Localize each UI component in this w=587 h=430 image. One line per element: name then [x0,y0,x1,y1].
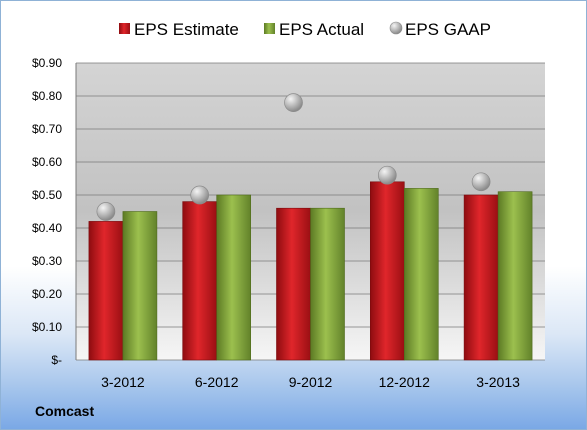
eps-actual-bar [310,207,345,361]
eps-gaap-point [190,185,210,205]
y-tick-label: $0.30 [32,254,62,268]
y-tick-label: $0.80 [32,89,62,103]
eps-estimate-bar [369,181,405,361]
eps-gaap-point [284,93,303,112]
y-tick-label: $0.60 [32,155,62,169]
legend-marker [264,23,275,34]
x-tick-label: 12-2012 [379,374,431,390]
legend-label: EPS GAAP [405,20,491,39]
y-tick-label: $- [51,353,62,367]
eps-actual-bar [497,191,533,361]
gaap-points [96,93,491,221]
x-tick-label: 6-2012 [195,374,239,390]
eps-gaap-point [377,165,397,185]
legend-marker [119,23,130,34]
y-tick-label: $0.90 [32,56,62,70]
eps-gaap-point [96,202,116,221]
company-label: Comcast [35,403,95,419]
x-tick-label: 9-2012 [289,374,333,390]
eps-estimate-bar [182,201,217,361]
legend-marker [389,21,403,35]
y-tick-label: $0.10 [32,320,62,334]
legend-label: EPS Estimate [134,20,239,39]
y-tick-label: $0.70 [32,122,62,136]
y-tick-label: $0.50 [32,188,62,202]
eps-actual-bar [216,194,251,361]
eps-estimate-bar [276,207,311,361]
x-tick-label: 3-2013 [476,374,520,390]
eps-gaap-point [471,172,491,192]
eps-actual-bar [403,188,439,361]
legend-label: EPS Actual [279,20,364,39]
y-axis: $- $0.10 $0.20 $0.30 $0.40 $0.50 $0.60 $0.70 $0.… [32,56,77,367]
eps-actual-bar [122,211,158,361]
y-tick-label: $0.40 [32,221,62,235]
legend: EPS Estimate EPS Actual EPS GAAP [119,20,491,39]
bars [88,181,533,361]
x-tick-label: 3-2012 [101,374,145,390]
eps-estimate-bar [88,221,124,361]
x-axis: 3-2012 6-2012 9-2012 12-2012 3-2013 [101,374,520,390]
eps-estimate-bar [463,194,499,361]
y-tick-label: $0.20 [32,287,62,301]
